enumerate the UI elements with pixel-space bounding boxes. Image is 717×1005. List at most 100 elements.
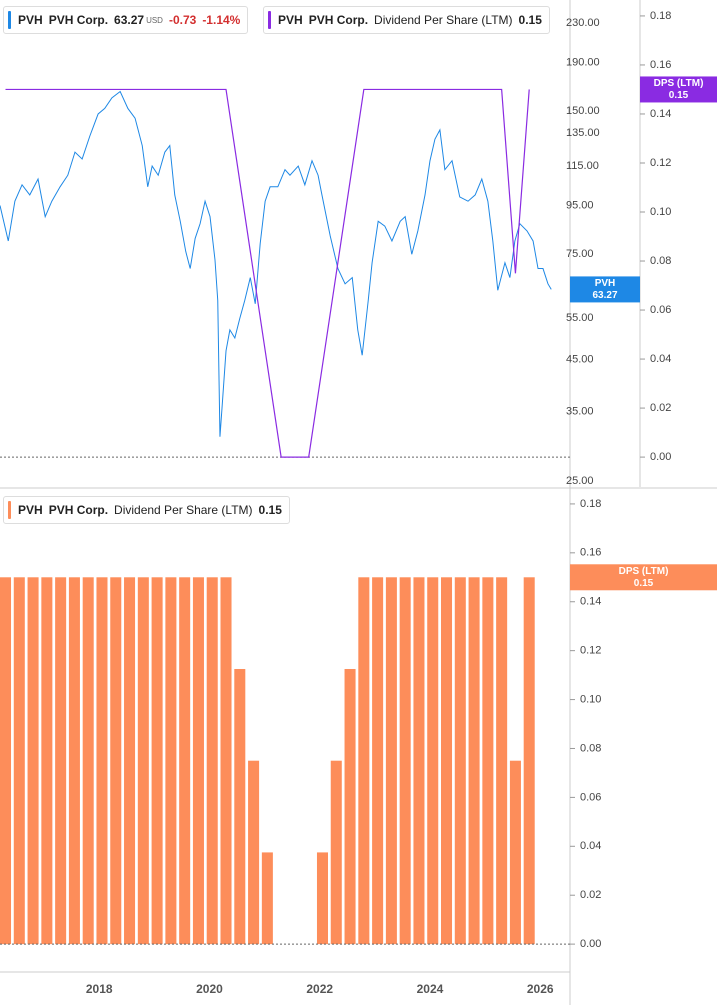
- bar: [206, 577, 218, 945]
- bar: [96, 577, 108, 945]
- bar: [261, 852, 273, 945]
- bar: [248, 760, 260, 945]
- bar: [82, 577, 94, 945]
- legend-last: 63.27: [114, 13, 145, 27]
- flag-label: DPS (LTM): [654, 78, 704, 89]
- bar: [468, 577, 480, 945]
- legend-name: PVH Corp.: [48, 503, 109, 517]
- y-tick-label: 45.00: [566, 354, 594, 366]
- y-tick-label: 0.08: [580, 742, 601, 754]
- value-flag: [640, 76, 717, 103]
- legend-currency: USD: [146, 15, 163, 25]
- y-tick-label: 55.00: [566, 312, 594, 324]
- bar: [151, 577, 163, 945]
- y-tick-label: 0.00: [650, 451, 671, 463]
- y-tick-label: 0.06: [650, 304, 671, 316]
- flag-label: DPS (LTM): [619, 566, 669, 577]
- bar: [330, 760, 342, 945]
- value-flag: [570, 276, 640, 303]
- flag-value: 63.27: [592, 290, 617, 301]
- flag-value: 0.15: [669, 90, 689, 101]
- bar: [509, 760, 521, 945]
- bar: [427, 577, 439, 945]
- legend-swatch: [8, 11, 11, 29]
- bar: [344, 668, 356, 945]
- x-tick-label: 2020: [196, 982, 223, 996]
- y-tick-label: 0.04: [580, 840, 601, 852]
- y-tick-label: 115.00: [566, 160, 599, 172]
- bar: [234, 668, 246, 945]
- bar: [179, 577, 191, 945]
- bar: [523, 577, 535, 945]
- y-tick-label: 75.00: [566, 248, 594, 260]
- y-tick-label: 0.14: [580, 596, 601, 608]
- bar: [399, 577, 411, 945]
- bar: [358, 577, 370, 945]
- bar: [41, 577, 53, 945]
- legend-symbol: PVH: [18, 13, 43, 27]
- x-tick-label: 2024: [417, 982, 444, 996]
- legend-metric: Dividend Per Share (LTM): [374, 13, 513, 27]
- legend-swatch: [8, 501, 11, 519]
- x-tick-label: 2026: [527, 982, 554, 996]
- bar: [496, 577, 508, 945]
- y-tick-label: 0.10: [580, 693, 601, 705]
- legend-swatch: [268, 11, 271, 29]
- bar: [372, 577, 384, 945]
- y-tick-label: 0.08: [650, 255, 671, 267]
- line-series: [0, 90, 552, 437]
- bar: [110, 577, 122, 945]
- y-tick-label: 190.00: [566, 56, 600, 68]
- bar: [0, 577, 12, 945]
- bar: [68, 577, 80, 945]
- legend: PVH PVH Corp. 63.27 USD -0.73 -1.14%: [3, 6, 249, 34]
- y-tick-label: 25.00: [566, 475, 594, 487]
- y-tick-label: 0.12: [650, 157, 671, 169]
- value-flag: [570, 564, 717, 591]
- y-tick-label: 0.00: [580, 938, 601, 950]
- bar: [316, 852, 328, 945]
- y-tick-label: 150.00: [566, 105, 600, 117]
- y-tick-label: 0.10: [650, 206, 671, 218]
- y-tick-label: 0.02: [650, 402, 671, 414]
- legend: PVH PVH Corp. Dividend Per Share (LTM) 0…: [263, 6, 550, 34]
- bar: [482, 577, 494, 945]
- flag-value: 0.15: [634, 578, 654, 589]
- bar: [413, 577, 425, 945]
- legend-name: PVH Corp.: [308, 13, 369, 27]
- y-tick-label: 0.06: [580, 791, 601, 803]
- line-series: [5, 88, 530, 458]
- legend-last: 0.15: [518, 13, 542, 27]
- bar: [55, 577, 67, 945]
- bar: [27, 577, 39, 945]
- y-tick-label: 0.16: [650, 59, 671, 71]
- y-tick-label: 0.02: [580, 889, 601, 901]
- legend-change: -0.73: [168, 13, 197, 27]
- bar: [454, 577, 466, 945]
- y-tick-label: 0.18: [650, 10, 671, 22]
- y-tick-label: 0.18: [580, 498, 601, 510]
- bar: [220, 577, 232, 945]
- x-tick-label: 2022: [306, 982, 333, 996]
- legend-last: 0.15: [258, 503, 282, 517]
- flag-label: PVH: [595, 278, 616, 289]
- y-tick-label: 0.14: [650, 108, 671, 120]
- legend: PVH PVH Corp. Dividend Per Share (LTM) 0…: [3, 496, 290, 524]
- y-tick-label: 0.12: [580, 645, 601, 657]
- bar: [441, 577, 453, 945]
- bar: [192, 577, 204, 945]
- legend-symbol: PVH: [278, 13, 303, 27]
- y-tick-label: 0.04: [650, 353, 671, 365]
- bar: [165, 577, 177, 945]
- legend-symbol: PVH: [18, 503, 43, 517]
- y-tick-label: 230.00: [566, 17, 600, 29]
- y-tick-label: 0.16: [580, 547, 601, 559]
- legend-change-percent: -1.14%: [202, 13, 241, 27]
- bar: [124, 577, 136, 945]
- bar: [137, 577, 149, 945]
- legend-name: PVH Corp.: [48, 13, 109, 27]
- y-tick-label: 135.00: [566, 127, 600, 139]
- bar: [385, 577, 397, 945]
